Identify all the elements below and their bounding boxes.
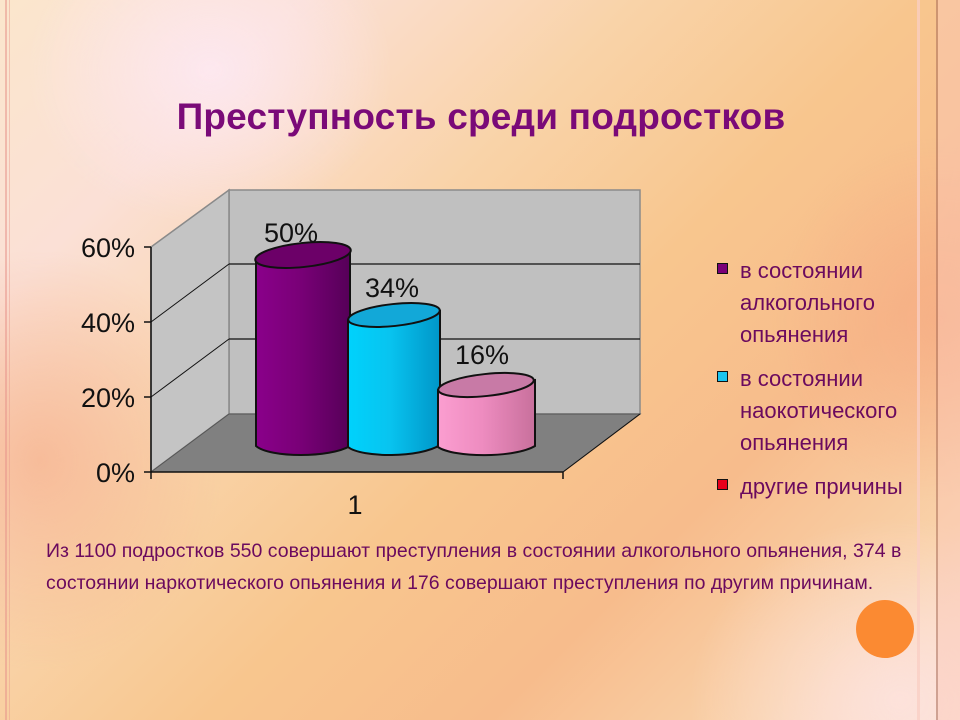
- data-label-narcotic: 34%: [365, 273, 420, 303]
- y-tick-60: 60%: [80, 233, 135, 263]
- legend-marker-cyan-icon: [717, 371, 728, 382]
- data-label-alcohol: 50%: [264, 218, 319, 248]
- data-label-other: 16%: [455, 340, 510, 370]
- right-frame-band: [938, 0, 960, 720]
- chart-legend: в состоянии алкогольного опьянения в сос…: [717, 255, 947, 515]
- left-frame-line-inner: [9, 0, 10, 720]
- legend-item-alcohol: в состоянии алкогольного опьянения: [717, 255, 947, 351]
- x-tick-1: 1: [347, 490, 363, 520]
- bar-narcotic: [347, 302, 441, 456]
- left-frame-line: [5, 0, 7, 720]
- right-frame-line-dark: [936, 0, 938, 720]
- bar-alcohol: [254, 241, 352, 456]
- right-frame-line: [917, 0, 920, 720]
- y-tick-40: 40%: [80, 308, 135, 338]
- legend-label: в состоянии наокотического опьянения: [740, 366, 898, 455]
- y-tick-20: 20%: [80, 383, 135, 413]
- bar-other: [437, 371, 536, 457]
- legend-marker-purple-icon: [717, 263, 728, 274]
- slide-title: Преступность среди подростков: [176, 96, 786, 137]
- slide-description: Из 1100 подростков 550 совершают преступ…: [46, 540, 902, 594]
- legend-label: в состоянии алкогольного опьянения: [740, 258, 875, 347]
- decorative-circle-icon: [856, 600, 914, 658]
- legend-item-narcotic: в состоянии наокотического опьянения: [717, 363, 947, 459]
- legend-item-other: другие причины: [717, 471, 947, 503]
- legend-label: другие причины: [740, 474, 903, 499]
- y-tick-0: 0%: [95, 458, 135, 488]
- legend-marker-red-icon: [717, 479, 728, 490]
